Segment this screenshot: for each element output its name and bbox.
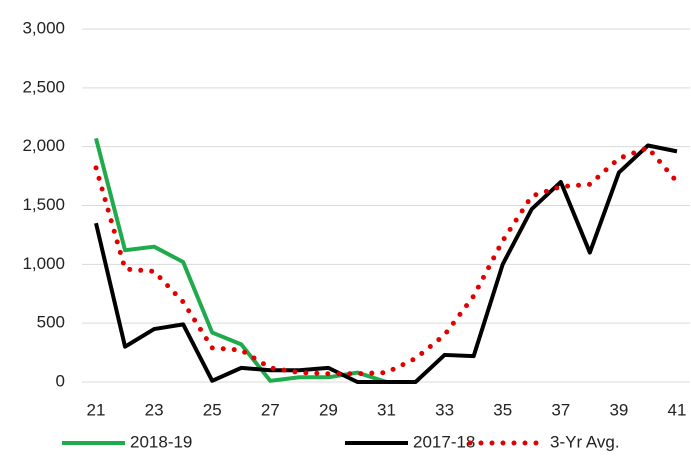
x-tick-label: 33	[435, 400, 454, 419]
x-tick-label: 29	[319, 400, 338, 419]
series-line	[94, 143, 678, 384]
y-tick-label: 0	[56, 371, 65, 390]
x-tick-label: 39	[609, 400, 628, 419]
x-tick-label: 35	[493, 400, 512, 419]
x-tick-label: 41	[668, 400, 687, 419]
x-tick-label: 21	[87, 400, 106, 419]
x-tick-label: 23	[145, 400, 164, 419]
legend-label: 3-Yr Avg.	[550, 432, 620, 451]
x-tick-label: 25	[203, 400, 222, 419]
y-tick-label: 3,000	[22, 18, 65, 37]
y-tick-label: 2,500	[22, 77, 65, 96]
series-line	[93, 145, 680, 377]
series-line	[94, 137, 388, 384]
y-tick-label: 2,000	[22, 136, 65, 155]
y-tick-label: 1,500	[22, 195, 65, 214]
legend-label: 2017-18	[413, 432, 475, 451]
x-tick-label: 27	[261, 400, 280, 419]
y-tick-label: 1,000	[22, 254, 65, 273]
legend-label: 2018-19	[130, 432, 192, 451]
x-tick-label: 31	[377, 400, 396, 419]
y-tick-label: 500	[37, 313, 65, 332]
x-tick-label: 37	[551, 400, 570, 419]
